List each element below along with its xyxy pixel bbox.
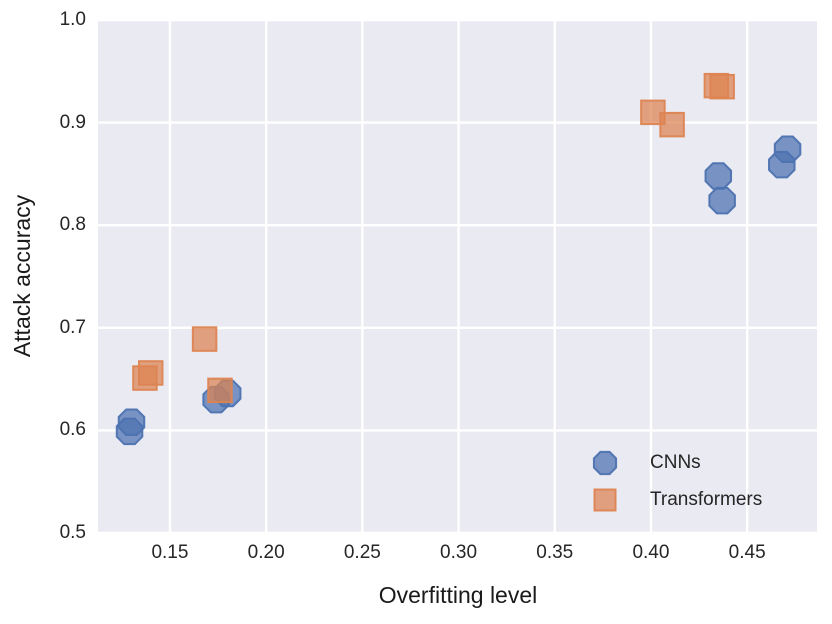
x-tick-label: 0.20 bbox=[247, 542, 285, 563]
x-tick-label: 0.25 bbox=[343, 542, 381, 563]
data-point-transformers bbox=[191, 326, 218, 352]
cnns-octagon-marker-icon bbox=[592, 450, 618, 476]
x-axis-title: Overfitting level bbox=[378, 582, 538, 608]
legend-item-cnns: CNNs bbox=[590, 448, 762, 478]
cnns-legend-glyph bbox=[592, 450, 618, 476]
data-point-transformers bbox=[137, 360, 164, 386]
data-point-cnns bbox=[708, 186, 736, 215]
data-point-cnns bbox=[704, 162, 733, 190]
y-tick-label: 0.7 bbox=[59, 316, 86, 338]
x-tick-label: 0.35 bbox=[536, 542, 574, 563]
data-point-cnns bbox=[117, 408, 146, 436]
transformers-square-marker-icon bbox=[593, 488, 617, 512]
x-tick-label: 0.40 bbox=[632, 542, 670, 563]
legend-item-transformers: Transformers bbox=[590, 485, 762, 515]
data-point-cnns bbox=[773, 135, 802, 164]
legend-label-cnns: CNNs bbox=[650, 452, 701, 473]
data-point-transformers bbox=[659, 111, 685, 138]
y-tick-label: 0.6 bbox=[59, 419, 86, 441]
y-tick-label: 0.9 bbox=[59, 111, 86, 133]
transformers-legend-glyph bbox=[593, 488, 617, 512]
y-tick-label: 0.8 bbox=[59, 214, 86, 236]
x-tick-label: 0.45 bbox=[728, 542, 766, 563]
legend-label-transformers: Transformers bbox=[650, 489, 763, 510]
y-tick-label: 1.0 bbox=[59, 9, 86, 30]
y-axis-title: Attack accuracy bbox=[9, 194, 35, 358]
x-tick-label: 0.30 bbox=[440, 542, 478, 563]
data-point-transformers bbox=[207, 377, 233, 404]
legend: CNNs Transformers bbox=[590, 448, 762, 522]
x-tick-label: 0.15 bbox=[151, 542, 189, 563]
y-tick-label: 0.5 bbox=[59, 522, 86, 543]
data-point-transformers bbox=[709, 73, 735, 100]
